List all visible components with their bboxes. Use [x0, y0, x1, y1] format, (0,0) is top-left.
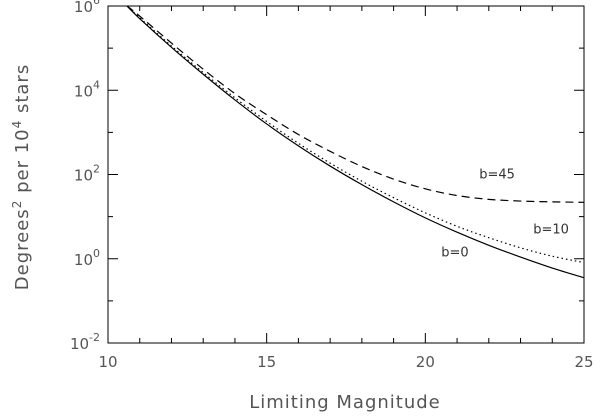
y-axis-title: Degrees2 per 104 stars [10, 64, 33, 290]
annotations-group: b=45 b=10 b=0 [441, 168, 569, 261]
x-tick-label: 25 [574, 353, 593, 371]
y-tick-label: 104 [74, 78, 100, 100]
y-tick-label: 106 [74, 0, 100, 16]
series-line-b=45 [126, 5, 585, 203]
x-tick-label: 10 [98, 353, 117, 371]
annotation-label: b=0 [441, 246, 468, 261]
y-tick-label: 10-2 [70, 331, 100, 353]
series-group [126, 5, 585, 279]
x-tick-label: 20 [416, 353, 435, 371]
y-tick-label: 100 [74, 247, 100, 269]
series-line-b=10 [126, 5, 585, 264]
ticks-group [107, 5, 585, 344]
y-tick-label: 102 [74, 163, 100, 185]
x-tick-label: 15 [257, 353, 276, 371]
annotation-label: b=10 [533, 222, 569, 237]
series-line-b=0 [126, 5, 585, 279]
annotation-label: b=45 [479, 168, 515, 183]
tick-labels-group: 10 15 20 25 10-2 100 102 104 106 [70, 0, 594, 371]
x-axis-title: Limiting Magnitude [249, 392, 441, 413]
